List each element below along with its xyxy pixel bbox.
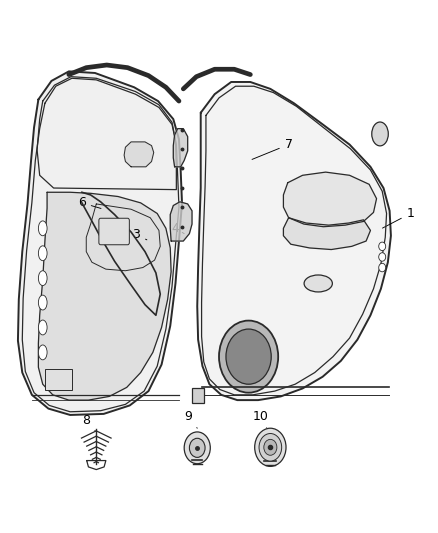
- Polygon shape: [86, 204, 160, 271]
- Circle shape: [379, 263, 386, 272]
- FancyBboxPatch shape: [45, 369, 72, 390]
- Ellipse shape: [39, 345, 47, 360]
- Circle shape: [219, 320, 278, 393]
- Ellipse shape: [39, 221, 47, 236]
- Text: 9: 9: [184, 409, 197, 428]
- Text: 8: 8: [82, 414, 95, 431]
- Polygon shape: [197, 82, 391, 400]
- Polygon shape: [283, 217, 371, 249]
- Circle shape: [184, 432, 210, 464]
- Text: 7: 7: [252, 138, 293, 159]
- FancyBboxPatch shape: [99, 218, 129, 245]
- Ellipse shape: [39, 271, 47, 286]
- Text: 2: 2: [98, 220, 119, 236]
- Ellipse shape: [39, 295, 47, 310]
- Circle shape: [259, 433, 282, 461]
- Text: 4: 4: [172, 222, 184, 235]
- Ellipse shape: [304, 275, 332, 292]
- Circle shape: [254, 428, 286, 466]
- Text: 3: 3: [132, 228, 147, 241]
- Circle shape: [189, 438, 205, 457]
- Ellipse shape: [39, 246, 47, 261]
- Text: 1: 1: [382, 207, 414, 228]
- FancyBboxPatch shape: [192, 389, 204, 403]
- Polygon shape: [39, 192, 171, 400]
- Text: 10: 10: [252, 409, 268, 428]
- Polygon shape: [18, 71, 182, 415]
- Polygon shape: [124, 142, 154, 167]
- Ellipse shape: [39, 320, 47, 335]
- Polygon shape: [283, 172, 377, 227]
- Ellipse shape: [372, 122, 389, 146]
- Text: 6: 6: [78, 196, 101, 209]
- Polygon shape: [37, 77, 177, 190]
- Circle shape: [379, 242, 386, 251]
- Circle shape: [379, 253, 386, 261]
- Circle shape: [226, 329, 271, 384]
- Polygon shape: [170, 202, 192, 241]
- Polygon shape: [173, 128, 187, 167]
- Circle shape: [264, 439, 277, 455]
